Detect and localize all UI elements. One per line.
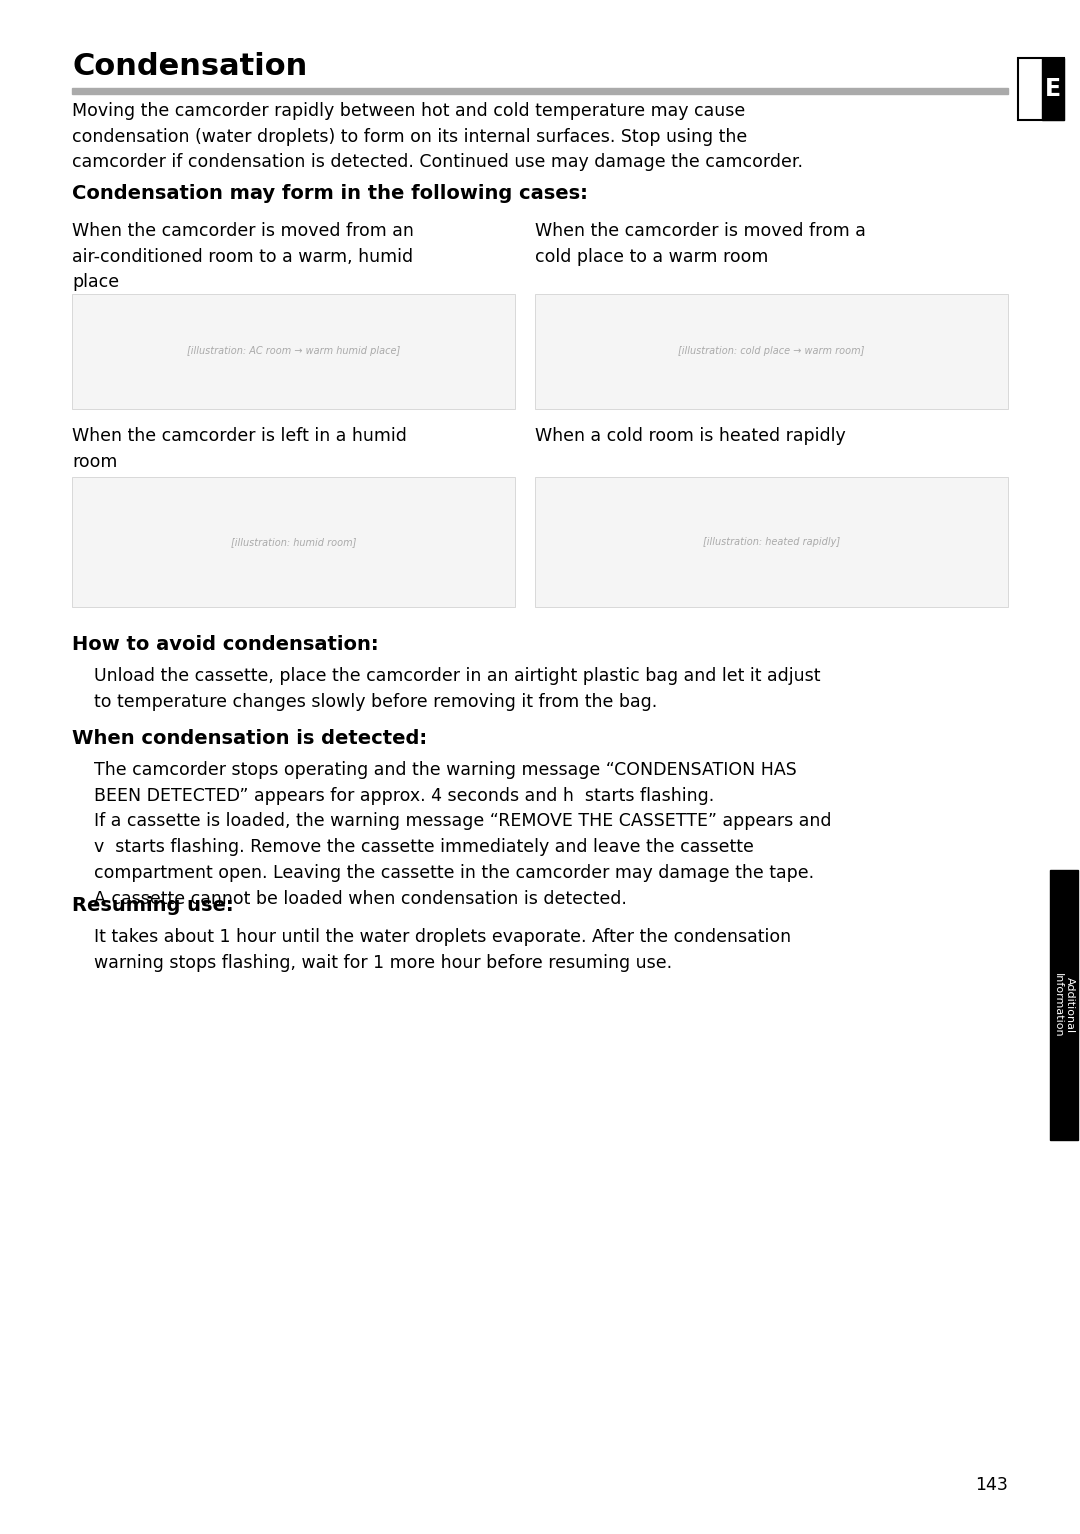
Text: Additional
Information: Additional Information	[1053, 973, 1076, 1037]
Bar	[535, 477, 1008, 607]
Text: [illustration: cold place → warm room]: [illustration: cold place → warm room]	[678, 347, 864, 356]
Text: When a cold room is heated rapidly: When a cold room is heated rapidly	[535, 426, 846, 445]
Text: E: E	[1044, 77, 1061, 101]
Text: When condensation is detected:: When condensation is detected:	[72, 729, 427, 749]
Text: 143: 143	[975, 1476, 1008, 1494]
Text: Resuming use:: Resuming use:	[72, 896, 233, 914]
Text: Moving the camcorder rapidly between hot and cold temperature may cause
condensa: Moving the camcorder rapidly between hot…	[72, 101, 804, 172]
Text: It takes about 1 hour until the water droplets evaporate. After the condensation: It takes about 1 hour until the water dr…	[94, 928, 792, 971]
Text: [illustration: heated rapidly]: [illustration: heated rapidly]	[703, 537, 840, 548]
Bar	[1050, 870, 1078, 1140]
Bar	[1042, 58, 1064, 120]
Text: [illustration: humid room]: [illustration: humid room]	[231, 537, 356, 548]
Text: [illustration: AC room → warm humid place]: [illustration: AC room → warm humid plac…	[187, 347, 400, 356]
Bar	[535, 295, 1008, 410]
Text: When the camcorder is moved from an
air-conditioned room to a warm, humid
place: When the camcorder is moved from an air-…	[72, 222, 414, 291]
Text: When the camcorder is moved from a
cold place to a warm room: When the camcorder is moved from a cold …	[535, 222, 865, 265]
Bar	[72, 477, 514, 607]
Text: Condensation may form in the following cases:: Condensation may form in the following c…	[72, 184, 588, 202]
Text: How to avoid condensation:: How to avoid condensation:	[72, 635, 379, 653]
Bar	[72, 87, 1008, 94]
Text: The camcorder stops operating and the warning message “CONDENSATION HAS
BEEN DET: The camcorder stops operating and the wa…	[94, 761, 832, 908]
Text: When the camcorder is left in a humid
room: When the camcorder is left in a humid ro…	[72, 426, 407, 471]
Text: Unload the cassette, place the camcorder in an airtight plastic bag and let it a: Unload the cassette, place the camcorder…	[94, 667, 821, 710]
Bar	[72, 295, 514, 410]
Bar	[1018, 58, 1064, 120]
Text: Condensation: Condensation	[72, 52, 307, 81]
